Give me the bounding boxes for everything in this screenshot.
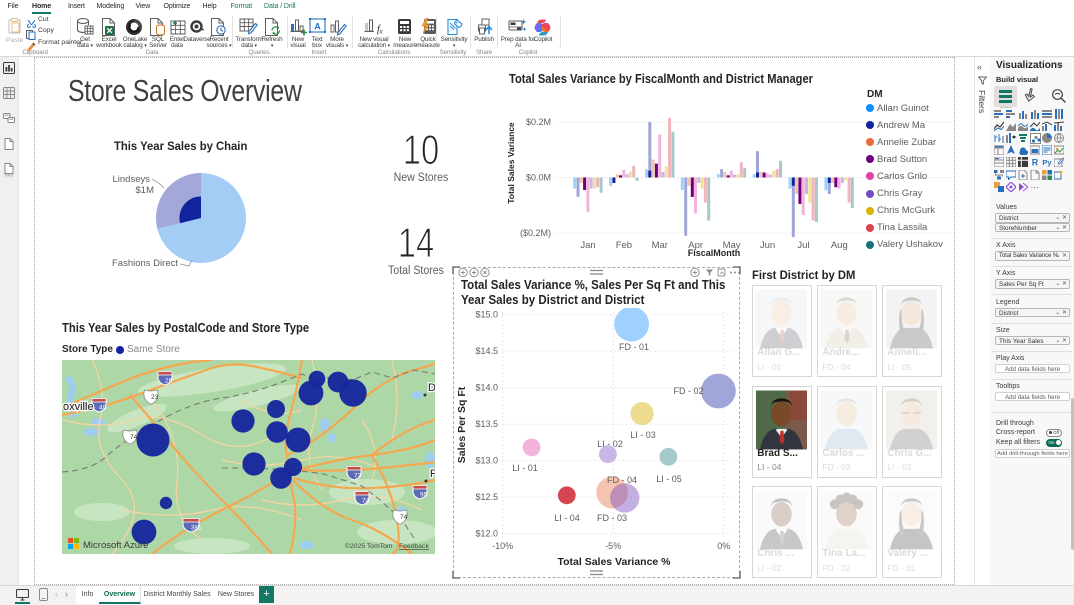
svg-text:74: 74	[400, 514, 408, 521]
svg-text:LI - 01: LI - 01	[512, 463, 538, 473]
svg-text:Lindseys: Lindseys	[113, 174, 151, 185]
svg-text:LI - 05: LI - 05	[656, 474, 682, 484]
svg-text:23: 23	[151, 394, 159, 401]
svg-text:Total Sales Variance: Total Sales Variance	[506, 122, 516, 204]
svg-text:FiscalMonth: FiscalMonth	[688, 248, 741, 258]
svg-text:LI - 02: LI - 02	[597, 439, 623, 449]
svg-text:FD - 03: FD - 03	[597, 513, 627, 523]
svg-text:385: 385	[191, 526, 202, 532]
svg-text:F: F	[430, 468, 435, 480]
svg-text:F: F	[430, 468, 435, 480]
svg-text:©2025 TomTom: ©2025 TomTom	[345, 542, 393, 550]
svg-text:A: A	[314, 22, 321, 32]
svg-text:74: 74	[362, 498, 370, 505]
svg-text:$0.0M: $0.0M	[526, 173, 551, 183]
svg-text:FD - 01: FD - 01	[619, 342, 649, 352]
svg-text:95: 95	[420, 492, 428, 499]
svg-text:Jun: Jun	[760, 240, 775, 251]
svg-text:FD - 04: FD - 04	[607, 475, 637, 485]
svg-text:($0.2M): ($0.2M)	[520, 228, 551, 238]
svg-text:26: 26	[165, 378, 173, 385]
svg-text:oxville: oxville	[63, 401, 94, 413]
svg-text:R: R	[1032, 158, 1039, 168]
svg-text:Feedback: Feedback	[399, 543, 429, 550]
svg-text:Sales Per Sq Ft: Sales Per Sq Ft	[456, 386, 468, 463]
svg-text:f: f	[377, 24, 381, 35]
svg-text:Feb: Feb	[616, 240, 632, 251]
svg-text:Py: Py	[1043, 158, 1053, 167]
svg-text:Jul: Jul	[797, 240, 809, 251]
svg-text:$13.0: $13.0	[475, 456, 498, 466]
svg-text:FD - 02: FD - 02	[673, 386, 703, 396]
svg-text:Apr: Apr	[688, 240, 703, 251]
svg-text:Microsoft Azure: Microsoft Azure	[83, 540, 148, 551]
svg-text:LI - 03: LI - 03	[630, 430, 656, 440]
svg-text:$13.5: $13.5	[475, 419, 498, 429]
svg-text:oxville: oxville	[63, 401, 94, 413]
svg-text:74: 74	[130, 434, 138, 441]
svg-text:Fashions Direct: Fashions Direct	[112, 258, 178, 269]
svg-text:Total Sales Variance %: Total Sales Variance %	[557, 556, 671, 568]
svg-text:$1M: $1M	[136, 185, 155, 196]
svg-text:$12.0: $12.0	[475, 529, 498, 539]
svg-text:$15.0: $15.0	[475, 310, 498, 320]
svg-text:May: May	[723, 240, 741, 251]
svg-text:0%: 0%	[717, 541, 730, 551]
svg-text:73: 73	[354, 473, 362, 480]
svg-text:TMDL: TMDL	[4, 174, 14, 178]
svg-text:Mar: Mar	[652, 240, 668, 251]
svg-text:-10%: -10%	[492, 541, 513, 551]
svg-text:-5%: -5%	[605, 541, 621, 551]
svg-text:Jan: Jan	[580, 240, 595, 251]
svg-text:$0.2M: $0.2M	[526, 117, 551, 127]
svg-text:40: 40	[99, 405, 107, 412]
svg-text:D: D	[428, 382, 435, 394]
svg-text:$14.5: $14.5	[475, 346, 498, 356]
svg-text:Aug: Aug	[831, 240, 848, 251]
svg-text:$12.5: $12.5	[475, 492, 498, 502]
svg-text:$14.0: $14.0	[475, 383, 498, 393]
svg-text:D: D	[428, 382, 435, 394]
svg-text:x: x	[379, 28, 384, 36]
svg-text:LI - 04: LI - 04	[554, 513, 580, 523]
